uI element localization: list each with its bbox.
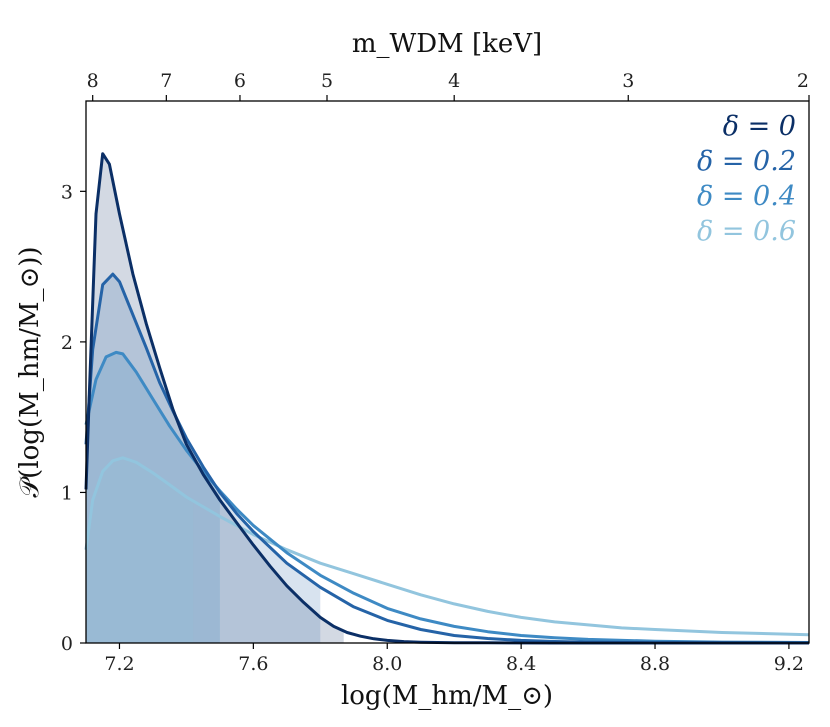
x-axis-title: log(M_hm/M_⊙): [341, 681, 553, 711]
fill-region-3: [86, 352, 220, 643]
y-tick-label: 2: [61, 332, 73, 354]
top-tick-label: 4: [448, 70, 460, 92]
legend-entry-2: δ = 0.2: [697, 146, 796, 177]
x-tick-label: 7.2: [104, 653, 134, 675]
top-tick-label: 5: [321, 70, 333, 92]
series-line-4: [84, 456, 810, 637]
bottom-x-axis: 7.2 7.6 8.0 8.4 8.8 9.2: [104, 643, 804, 675]
fill-region-4: [86, 457, 194, 643]
top-tick-label: 6: [234, 70, 246, 92]
top-axis-title: m_WDM [keV]: [352, 29, 542, 59]
series-line-1: [84, 152, 809, 645]
fill-region-2: [86, 274, 321, 643]
legend-entry-1: δ = 0: [723, 111, 796, 142]
top-tick-label: 3: [622, 70, 634, 92]
y-tick-label: 0: [61, 633, 73, 655]
plot-frame: [85, 100, 810, 644]
top-tick-label: 7: [160, 70, 172, 92]
credible-region-fills: [86, 153, 344, 643]
x-tick-label: 8.0: [372, 653, 402, 675]
y-tick-label: 3: [61, 181, 73, 203]
legend: δ = 0 δ = 0.2 δ = 0.4 δ = 0.6: [697, 111, 796, 247]
top-tick-label: 2: [797, 70, 809, 92]
series-line-3: [84, 350, 810, 644]
x-tick-label: 9.2: [774, 653, 804, 675]
y-axis-title: 𝒫(log(M_hm/M_⊙)): [15, 246, 45, 497]
fill-region-1: [86, 153, 344, 643]
y-tick-label: 1: [61, 482, 73, 504]
legend-entry-3: δ = 0.4: [697, 181, 796, 212]
left-y-axis: 0 1 2 3: [61, 181, 86, 655]
series-curves: [84, 152, 810, 645]
x-tick-label: 7.6: [238, 653, 268, 675]
legend-entry-4: δ = 0.6: [697, 216, 796, 247]
x-tick-label: 8.4: [506, 653, 536, 675]
top-x-axis: 8 7 6 5 4 3 2: [87, 70, 810, 101]
x-tick-label: 8.8: [640, 653, 670, 675]
top-tick-label: 8: [87, 70, 99, 92]
series-line-2: [84, 272, 810, 645]
